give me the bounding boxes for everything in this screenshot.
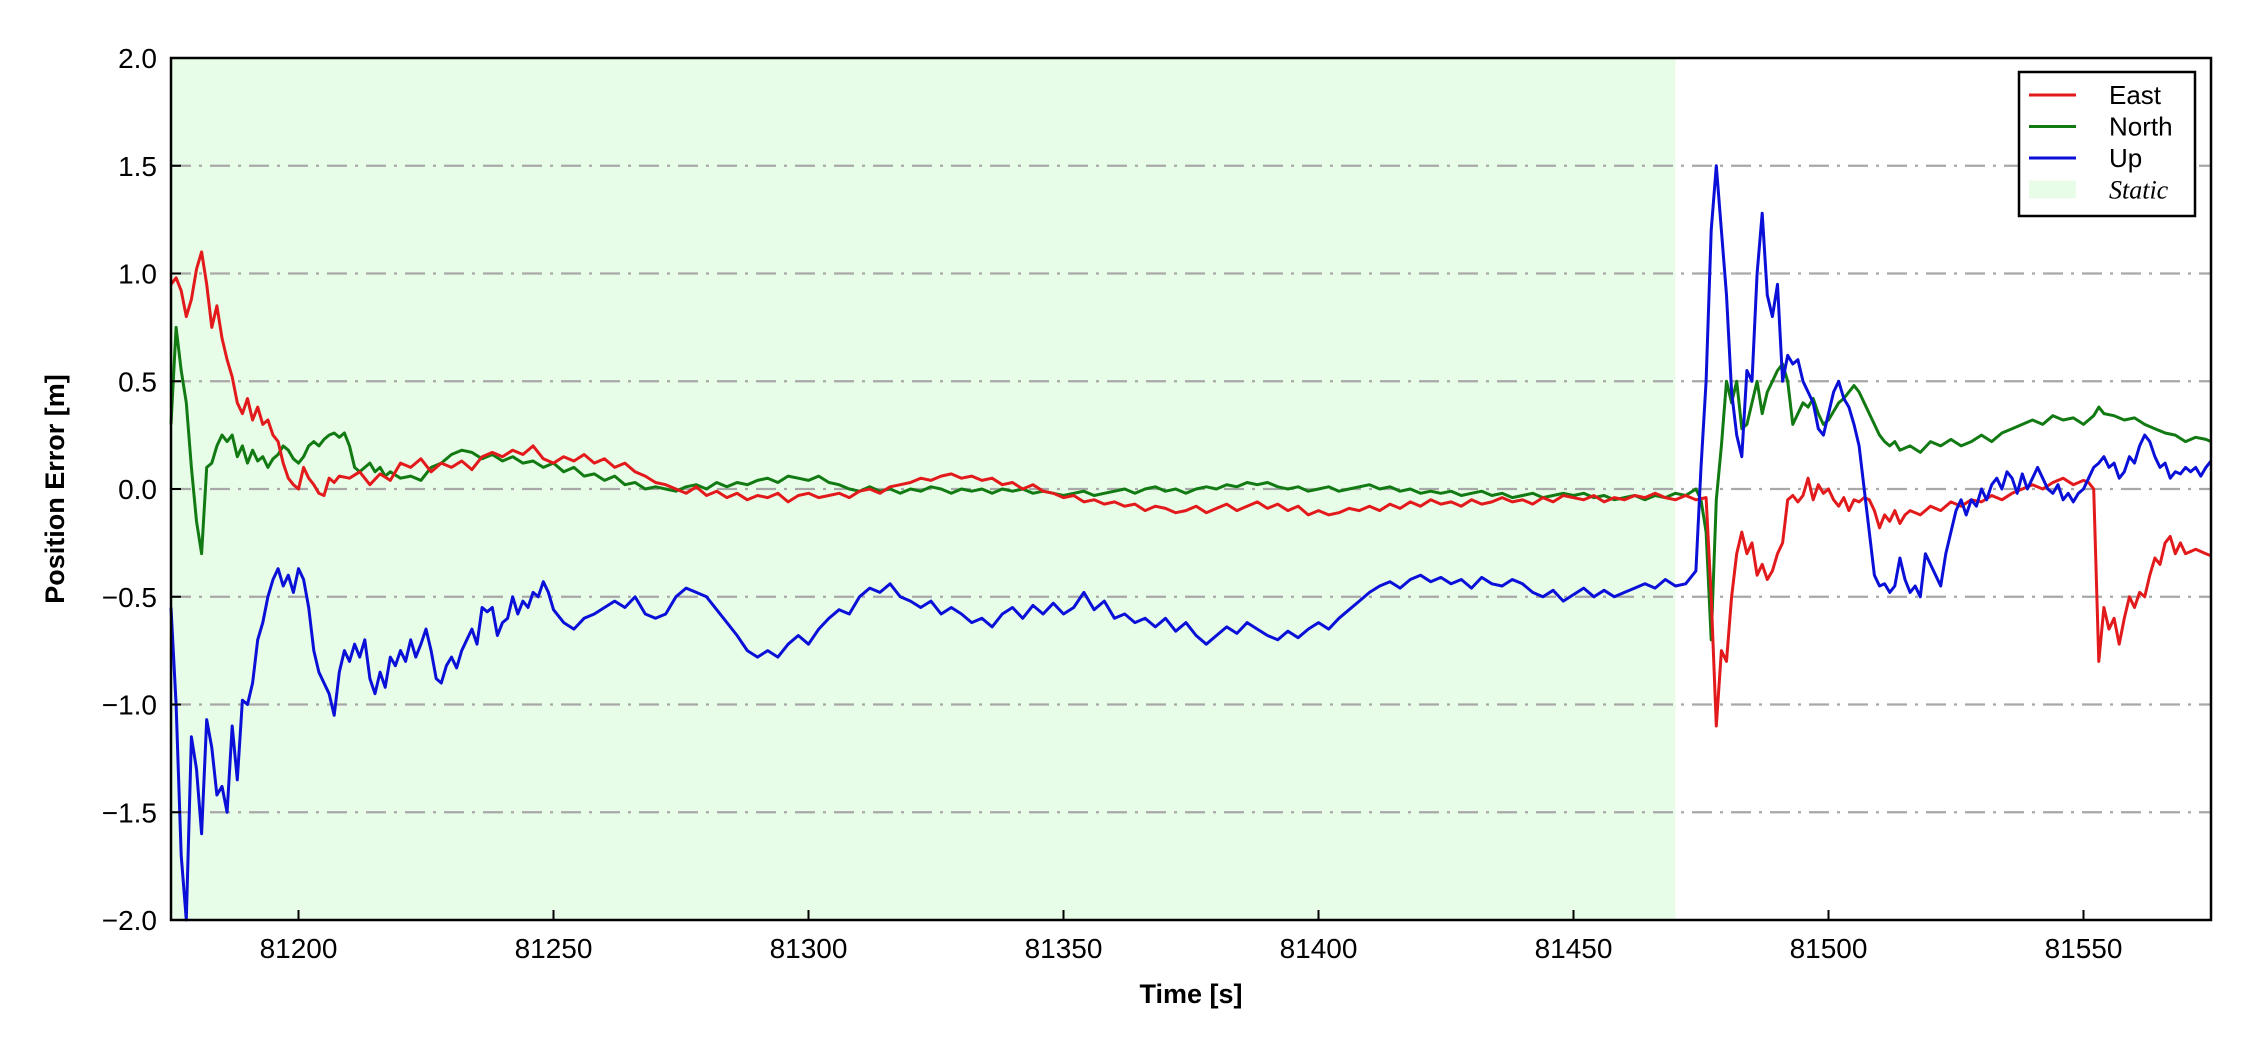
- series-line-east: [169, 250, 2212, 728]
- x-tick-label-3: 81350: [1025, 933, 1103, 964]
- x-tick-label-0: 81200: [260, 933, 338, 964]
- x-tick-label-2: 81300: [770, 933, 848, 964]
- y-tick-label-7: 1.5: [118, 151, 157, 182]
- legend-label-north: North: [2109, 112, 2173, 142]
- series-line-north: [169, 325, 2212, 642]
- series-line-up: [169, 164, 2213, 922]
- x-axis-label: Time [s]: [1139, 979, 1242, 1009]
- y-axis-label: Position Error [m]: [40, 374, 70, 604]
- y-tick-label-6: 1.0: [118, 259, 157, 290]
- legend-label-static: Static: [2109, 176, 2169, 205]
- x-tick-label-5: 81450: [1535, 933, 1613, 964]
- legend-swatch-static: [2029, 180, 2076, 199]
- y-tick-label-5: 0.5: [118, 366, 157, 397]
- x-tick-label-6: 81500: [1790, 933, 1868, 964]
- axis-ticks: 81200 81250 81300 81350 81400 81450 81500 81550…: [102, 43, 2123, 964]
- y-tick-label-4: 0.0: [118, 474, 157, 505]
- y-tick-label-8: 2.0: [118, 43, 157, 74]
- x-tick-label-1: 81250: [515, 933, 593, 964]
- y-tick-label-2: −1.0: [102, 690, 157, 721]
- legend-label-east: East: [2109, 80, 2162, 110]
- legend-label-up: Up: [2109, 143, 2142, 173]
- y-tick-label-3: −0.5: [102, 582, 157, 613]
- x-tick-label-4: 81400: [1280, 933, 1358, 964]
- gridlines: [171, 164, 2211, 814]
- series-lines: [169, 164, 2213, 922]
- y-tick-label-0: −2.0: [102, 905, 157, 936]
- x-tick-label-7: 81550: [2045, 933, 2123, 964]
- y-tick-label-1: −1.5: [102, 797, 157, 828]
